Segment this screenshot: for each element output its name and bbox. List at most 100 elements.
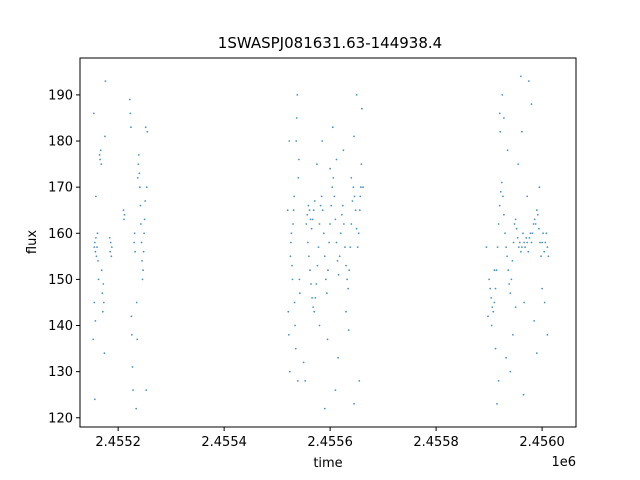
data-point <box>541 241 543 244</box>
data-point <box>355 94 358 96</box>
data-point <box>354 209 357 212</box>
data-point <box>302 361 305 364</box>
data-point <box>334 218 337 221</box>
data-point <box>500 181 503 184</box>
data-point <box>353 403 355 405</box>
data-point <box>349 246 352 249</box>
data-point <box>299 292 301 295</box>
data-point <box>490 324 493 327</box>
data-point <box>326 292 328 295</box>
data-point <box>140 241 143 244</box>
data-point <box>542 232 544 235</box>
data-point <box>296 380 299 382</box>
data-point <box>308 209 311 212</box>
data-point <box>355 227 358 230</box>
data-point <box>520 250 522 253</box>
data-point <box>291 278 294 281</box>
data-point <box>95 237 97 239</box>
x-tick-label: 2.4552 <box>95 435 141 450</box>
data-point <box>288 370 291 373</box>
data-point <box>312 306 315 308</box>
data-point <box>535 209 538 212</box>
data-point <box>130 315 133 318</box>
data-point <box>145 389 148 391</box>
data-point <box>491 306 494 308</box>
data-point <box>493 269 496 272</box>
data-point <box>353 195 356 198</box>
data-point <box>497 223 500 225</box>
data-point <box>497 380 500 382</box>
data-point <box>510 278 513 281</box>
data-point <box>490 297 493 299</box>
data-point <box>526 195 529 198</box>
data-point <box>293 301 296 304</box>
data-point <box>488 278 490 281</box>
data-point <box>309 218 312 221</box>
data-point <box>525 237 528 239</box>
data-point <box>352 186 355 189</box>
data-point <box>323 407 326 410</box>
data-point <box>495 269 498 272</box>
data-point <box>524 246 526 249</box>
data-point <box>533 218 536 221</box>
data-point <box>292 209 295 212</box>
data-point <box>514 306 517 308</box>
data-point <box>520 75 522 78</box>
data-point <box>494 287 497 290</box>
data-point <box>506 149 509 152</box>
data-point <box>340 213 343 216</box>
y-tick-label: 140 <box>48 319 73 334</box>
data-point <box>295 117 298 119</box>
data-point <box>334 389 337 391</box>
data-point <box>129 112 132 115</box>
data-point <box>356 246 359 249</box>
data-point <box>351 200 354 202</box>
data-point <box>292 223 294 225</box>
y-tick-label: 150 <box>48 273 73 288</box>
y-tick-label: 180 <box>48 135 73 150</box>
data-point <box>97 260 99 262</box>
data-point <box>306 213 309 216</box>
data-point <box>503 213 505 216</box>
data-point <box>498 112 501 115</box>
data-point <box>315 283 318 285</box>
data-point <box>143 218 146 221</box>
data-point <box>144 126 147 129</box>
data-point <box>527 80 530 82</box>
data-point <box>331 126 334 129</box>
data-point <box>507 269 510 272</box>
data-point <box>518 241 521 244</box>
data-point <box>313 200 316 202</box>
data-point <box>504 232 506 235</box>
data-point <box>321 140 324 142</box>
data-point <box>110 255 113 258</box>
data-point <box>514 218 517 221</box>
data-point <box>547 255 550 258</box>
data-point <box>94 320 97 322</box>
chart-title: 1SWASPJ081631.63-144938.4 <box>218 34 442 52</box>
data-point <box>145 186 148 189</box>
data-point <box>131 366 134 368</box>
data-point <box>326 338 329 341</box>
data-point <box>131 333 133 336</box>
data-point <box>322 232 325 235</box>
data-point <box>93 246 96 249</box>
data-point <box>110 246 113 249</box>
data-point <box>93 241 96 244</box>
data-point <box>96 246 98 249</box>
data-point <box>102 283 105 285</box>
data-point <box>330 204 333 207</box>
data-point <box>142 269 145 272</box>
data-point <box>338 255 341 258</box>
data-point <box>316 264 319 267</box>
data-point <box>527 250 530 253</box>
data-point <box>143 232 146 235</box>
data-point <box>132 389 134 391</box>
data-point <box>289 255 292 258</box>
data-point <box>503 117 505 119</box>
data-point <box>358 209 361 212</box>
data-point <box>335 241 338 244</box>
data-point <box>333 195 336 198</box>
data-point <box>99 158 101 161</box>
